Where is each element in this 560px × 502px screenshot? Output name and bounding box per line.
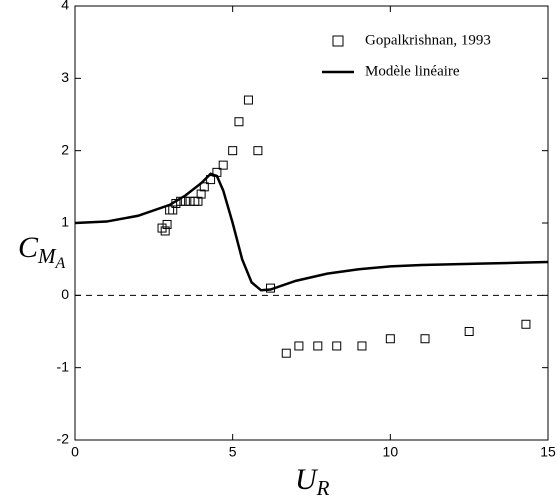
data-point [464,327,474,336]
data-point [199,182,209,192]
legend-label: Gopalkrishnan, 1993 [365,32,491,48]
data-point [243,95,253,105]
model-line [74,172,549,292]
y-tick-label: 0 [61,286,69,302]
x-label-sub: R [316,476,330,500]
y-axis-label: CMA [18,231,66,272]
data-point [218,160,228,170]
data-point [206,175,216,185]
data-point [162,219,172,229]
data-point [193,196,203,206]
data-point [385,334,395,344]
legend-marker [332,35,344,47]
data-point [160,226,170,236]
legend-label: Modèle linéaire [365,63,460,79]
data-point [253,146,263,156]
y-label-base: C [18,231,39,264]
data-point [185,196,195,206]
data-point [420,334,430,344]
data-point [357,341,367,351]
data-point [521,319,531,329]
y-tick-label: -1 [57,358,70,374]
y-label-sub: M [37,244,57,268]
data-point [196,189,206,199]
x-tick-label: 0 [71,444,79,460]
x-tick-label: 10 [383,444,399,460]
data-point [180,196,190,206]
data-point [294,341,304,351]
data-point [168,205,178,215]
x-tick-label: 15 [540,444,556,460]
data-point [313,341,323,351]
y-tick-label: 3 [61,69,69,85]
x-tick-label: 5 [229,444,237,460]
x-label-base: U [295,463,319,496]
data-point [234,117,244,127]
data-point [281,348,291,358]
data-point [228,146,238,156]
x-axis-label: UR [295,463,330,500]
y-tick-label: -2 [57,431,70,447]
data-point [332,341,342,351]
plot-frame [74,5,549,441]
y-tick-label: 4 [61,0,69,13]
y-tick-label: 2 [61,141,69,157]
y-label-subsub: A [55,255,66,272]
y-tick-label: 1 [61,214,69,230]
